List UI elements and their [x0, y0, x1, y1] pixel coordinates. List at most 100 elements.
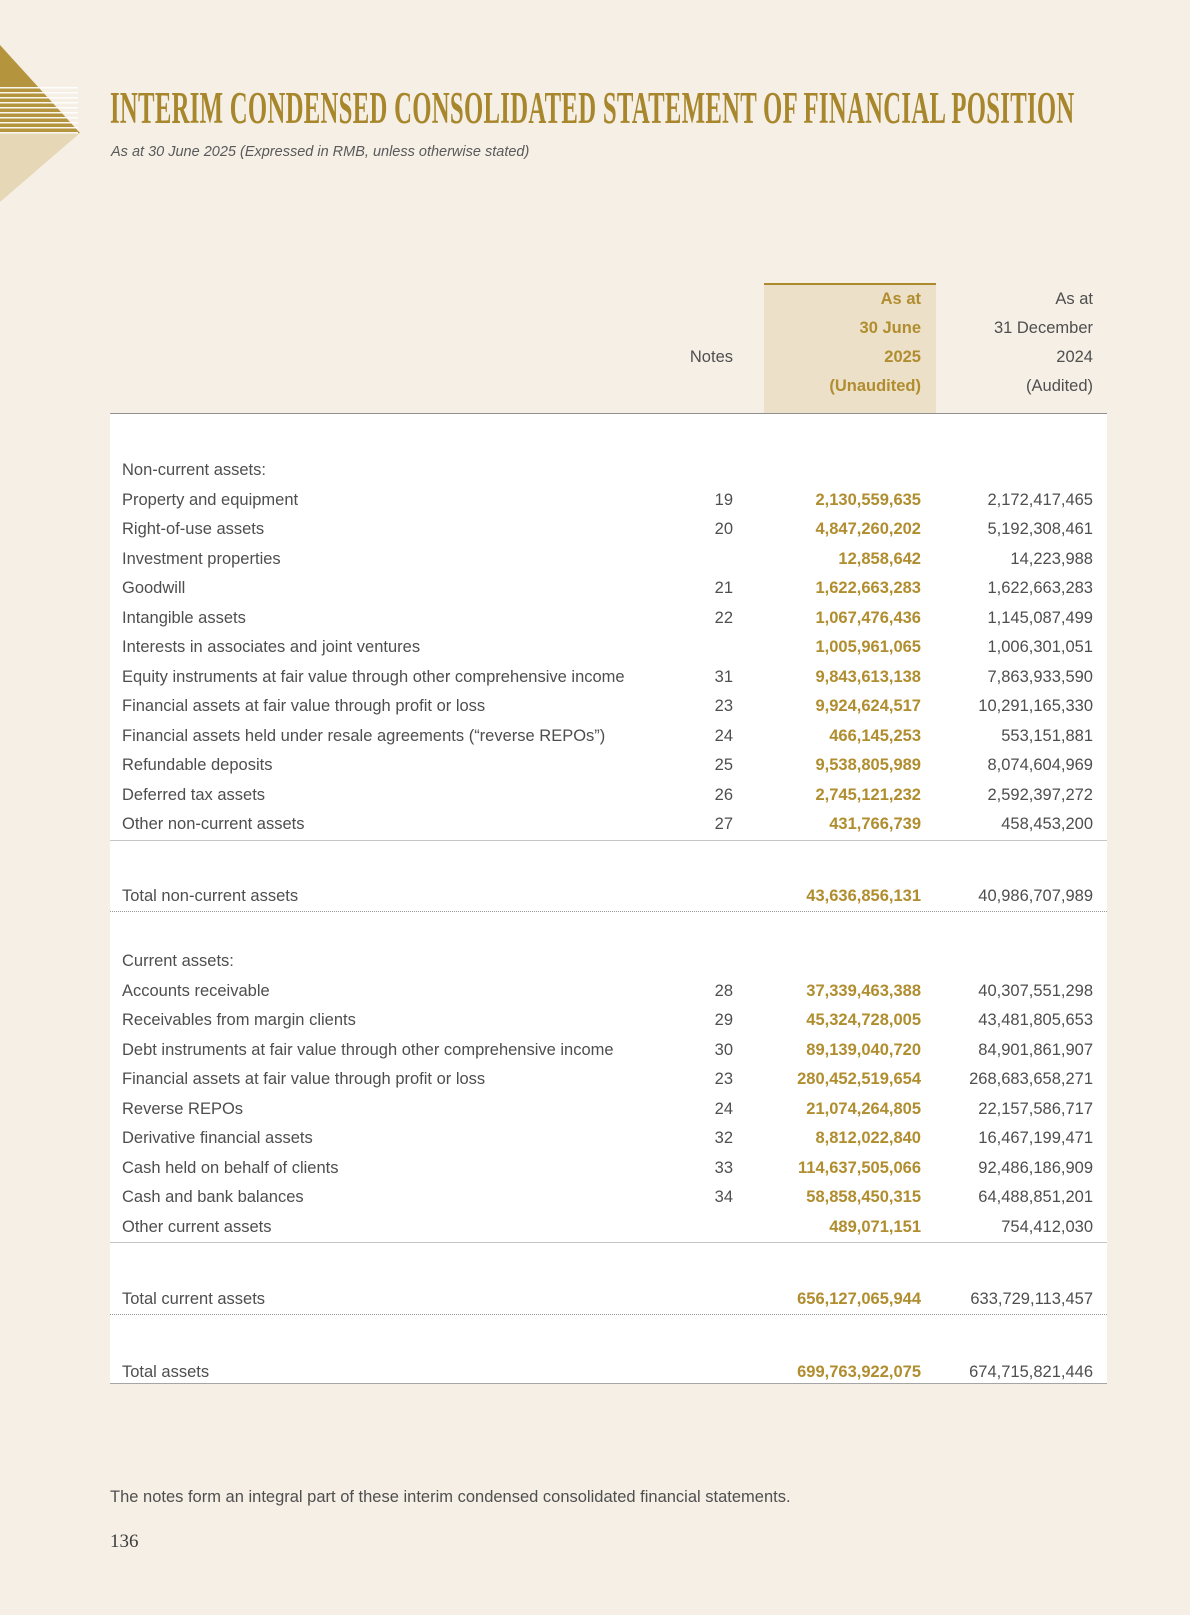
- prior-value: 64,488,851,201: [978, 1188, 1093, 1207]
- current-value: 1,622,663,283: [815, 579, 921, 598]
- prior-value: 458,453,200: [1001, 815, 1093, 834]
- table-row: Investment properties 12,858,642 14,223,98…: [110, 545, 1107, 575]
- table-row: Property and equipment 19 2,130,559,635 2,1…: [110, 486, 1107, 516]
- row-label: Reverse REPOs: [122, 1099, 244, 1118]
- table-header: Notes As at 30 June 2025 (Unaudited) As at 3…: [110, 285, 1107, 401]
- prior-value: 674,715,821,446: [969, 1362, 1093, 1381]
- header-prior-period: As at 31 December 2024 (Audited): [934, 285, 1107, 401]
- table-row: Debt instruments at fair value through o…: [110, 1036, 1107, 1066]
- row-label: Total assets: [122, 1362, 210, 1381]
- row-label: Derivative financial assets: [122, 1129, 313, 1148]
- current-value: 9,843,613,138: [815, 667, 921, 686]
- table-row: Other current assets 489,071,151 754,412,0…: [110, 1213, 1107, 1243]
- note-cell: 29: [714, 1011, 733, 1030]
- current-value: 2,130,559,635: [815, 490, 921, 509]
- note-cell: 19: [714, 490, 733, 509]
- current-value: 431,766,739: [829, 815, 921, 834]
- row-gap: [110, 1243, 1107, 1284]
- current-value: 12,858,642: [838, 549, 921, 568]
- prior-value: 8,074,604,969: [987, 756, 1093, 775]
- header-label-spacer: [110, 285, 673, 401]
- current-value: 699,763,922,075: [797, 1362, 921, 1381]
- row-label: Refundable deposits: [122, 756, 273, 775]
- table-rows: Non-current assets: Property and equipmen…: [110, 413, 1107, 1387]
- prior-value: 40,307,551,298: [978, 981, 1093, 1000]
- corner-stripes: [0, 87, 78, 134]
- prior-value: 14,223,988: [1010, 549, 1093, 568]
- current-value: 4,847,260,202: [815, 520, 921, 539]
- current-value: 114,637,505,066: [798, 1158, 921, 1177]
- grand-total-row: Total assets 699,763,922,075 674,715,821,4…: [110, 1357, 1107, 1387]
- row-label: Other current assets: [122, 1217, 272, 1236]
- prior-value: 84,901,861,907: [978, 1040, 1093, 1059]
- row-label: Cash and bank balances: [122, 1188, 304, 1207]
- prior-value: 7,863,933,590: [987, 667, 1093, 686]
- header-line: 2025: [884, 348, 921, 366]
- header-line: As at: [880, 290, 921, 308]
- row-label: Interests in associates and joint ventur…: [122, 638, 421, 657]
- row-label: Accounts receivable: [122, 981, 270, 1000]
- header-line: (Unaudited): [829, 377, 921, 395]
- note-cell: 28: [714, 981, 733, 1000]
- table-row: Financial assets at fair value through p…: [110, 692, 1107, 722]
- row-gap: [110, 841, 1107, 882]
- table-row: Other non-current assets 27 431,766,739 458…: [110, 810, 1107, 840]
- note-cell: 21: [714, 579, 733, 598]
- row-label: Cash held on behalf of clients: [122, 1158, 339, 1177]
- prior-value: 2,172,417,465: [987, 490, 1093, 509]
- note-cell: 27: [714, 815, 733, 834]
- total-rule: [110, 1314, 1107, 1315]
- note-cell: 25: [714, 756, 733, 775]
- table-row: Financial assets held under resale agree…: [110, 722, 1107, 752]
- current-value: 43,636,856,131: [806, 886, 921, 905]
- table-row: Goodwill 21 1,622,663,283 1,622,663,283: [110, 574, 1107, 604]
- row-label: Receivables from margin clients: [122, 1011, 356, 1030]
- row-label: Total current assets: [122, 1289, 266, 1308]
- section-total-row: Total non-current assets 43,636,856,131 40…: [110, 881, 1107, 911]
- header-line: As at: [1055, 290, 1093, 308]
- header-line: 30 June: [859, 319, 921, 337]
- row-label: Non-current assets:: [122, 461, 266, 480]
- page-subtitle: As at 30 June 2025 (Expressed in RMB, un…: [111, 144, 530, 160]
- note-cell: 20: [714, 520, 733, 539]
- total-rule: [110, 911, 1107, 912]
- prior-value: 268,683,658,271: [969, 1070, 1093, 1089]
- prior-value: 92,486,186,909: [978, 1158, 1093, 1177]
- note-cell: 32: [714, 1129, 733, 1148]
- row-label: Debt instruments at fair value through o…: [122, 1040, 614, 1059]
- prior-value: 633,729,113,457: [970, 1289, 1093, 1308]
- row-label: Right-of-use assets: [122, 520, 265, 539]
- prior-value: 1,622,663,283: [987, 579, 1093, 598]
- table-row: Interests in associates and joint ventur…: [110, 633, 1107, 663]
- current-value: 2,745,121,232: [815, 785, 921, 804]
- current-value: 1,067,476,436: [815, 608, 921, 627]
- financial-position-table: Notes As at 30 June 2025 (Unaudited) As at 3…: [110, 270, 1107, 1386]
- header-current-period: As at 30 June 2025 (Unaudited): [764, 285, 934, 401]
- row-label: Intangible assets: [122, 608, 246, 627]
- table-row: Cash and bank balances 34 58,858,450,315 64…: [110, 1183, 1107, 1213]
- current-value: 280,452,519,654: [797, 1070, 921, 1089]
- table-row: Derivative financial assets 32 8,812,022,8…: [110, 1124, 1107, 1154]
- section-rule: [110, 1242, 1107, 1243]
- row-gap: [110, 413, 1107, 456]
- table-row: Equity instruments at fair value through…: [110, 663, 1107, 693]
- current-value: 21,074,264,805: [806, 1099, 921, 1118]
- note-cell: 22: [714, 608, 733, 627]
- header-line: 31 December: [993, 319, 1093, 337]
- prior-value: 5,192,308,461: [987, 520, 1093, 539]
- row-gap: [110, 912, 1107, 947]
- row-label: Current assets:: [122, 952, 234, 971]
- header-notes: Notes: [689, 348, 733, 366]
- note-cell: 23: [714, 1070, 733, 1089]
- note-cell: 23: [714, 697, 733, 716]
- row-label: Financial assets held under resale agree…: [122, 726, 606, 745]
- page-number: 136: [110, 1531, 139, 1552]
- table-row: Refundable deposits 25 9,538,805,989 8,074,…: [110, 751, 1107, 781]
- note-cell: 31: [714, 667, 733, 686]
- row-label: Total non-current assets: [122, 886, 299, 905]
- table-row: Deferred tax assets 26 2,745,121,232 2,592,…: [110, 781, 1107, 811]
- note-cell: 30: [714, 1040, 733, 1059]
- notes-footnote: The notes form an integral part of these…: [110, 1488, 791, 1506]
- section-total-row: Total current assets 656,127,065,944 633,7…: [110, 1284, 1107, 1314]
